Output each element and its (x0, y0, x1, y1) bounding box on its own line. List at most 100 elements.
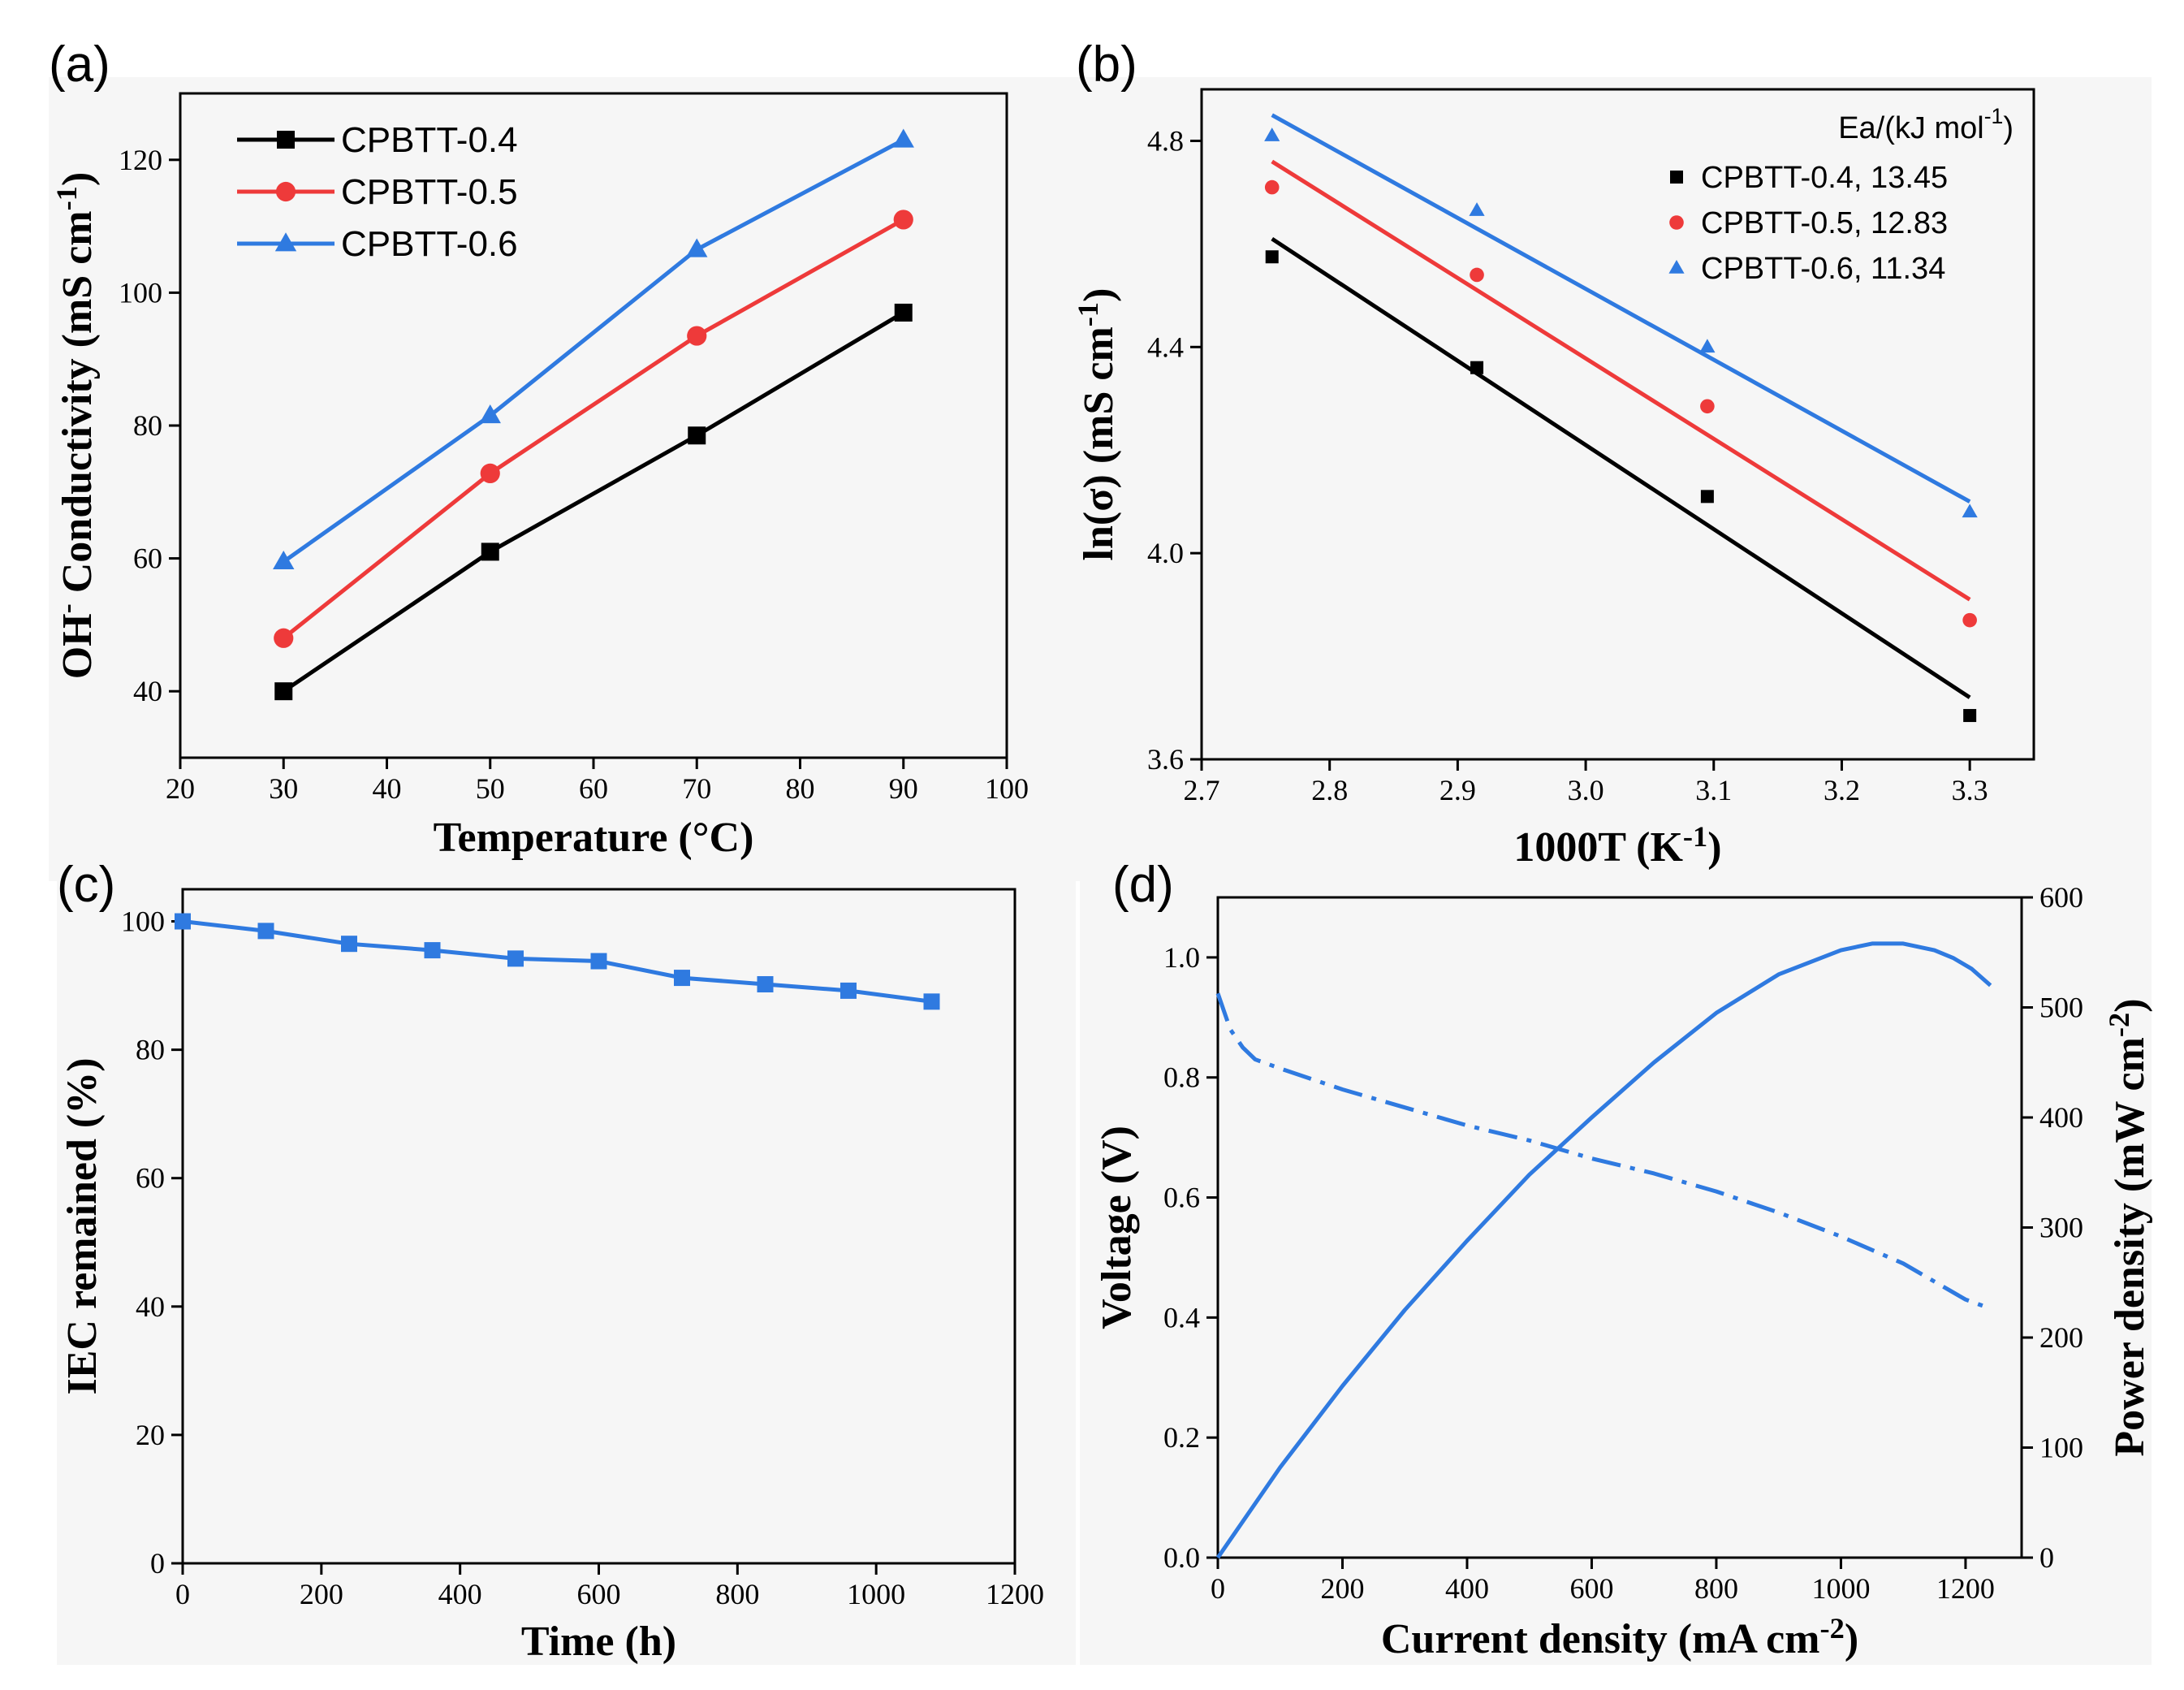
x-axis-label-part: Current density (mA cm (1381, 1616, 1820, 1662)
data-point (1469, 202, 1485, 216)
x-axis-label: 1000T (K-1) (1513, 820, 1721, 871)
y-axis-label-part: ln(σ) (mS cm (1076, 326, 1122, 560)
y-right-axis-label-part: Power density (mW cm (2107, 1037, 2153, 1457)
series-Power density (1215, 941, 1992, 1559)
y-axis-label-part: - (50, 603, 83, 613)
x-tick-label: 3.1 (1695, 774, 1732, 806)
panel-b: (b) 2.7 2.8 2.9 3.0 3.1 3.2 3.3 3.6 4.0 4.4 4.8 1000… (1072, 37, 2035, 871)
y-tick-label: 0 (150, 1547, 165, 1580)
x-tick-label: 20 (166, 772, 195, 805)
y-axis-label-part: Conductivity (mS cm (54, 210, 101, 603)
y-tick-label: 80 (136, 1034, 165, 1066)
y-tick-label: 100 (119, 276, 162, 309)
data-point (273, 550, 295, 570)
data-point (688, 426, 706, 445)
y-tick-label: 60 (136, 1162, 165, 1195)
panel-a-background (49, 77, 1076, 881)
data-point (757, 975, 774, 992)
data-point (1700, 490, 1714, 504)
x-tick-label: 400 (438, 1578, 482, 1610)
data-point (341, 936, 357, 953)
x-tick-label: 90 (889, 772, 918, 805)
x-tick-label: 600 (1569, 1572, 1613, 1605)
x-tick-label: 2.7 (1184, 774, 1220, 806)
y-axis-label-part: OH (54, 613, 101, 679)
x-tick-label: 2.8 (1311, 774, 1348, 806)
y-axis-label: Voltage (V) (1094, 1126, 1140, 1329)
data-point (1962, 612, 1977, 628)
legend-title-part: Ea/(kJ mol (1838, 111, 1983, 145)
data-point (507, 950, 524, 967)
x-tick-label: 40 (373, 772, 402, 805)
x-tick-label: 60 (579, 772, 608, 805)
y-right-tick-label: 300 (2039, 1212, 2083, 1244)
y-tick-label: 4.0 (1147, 537, 1184, 569)
x-axis-label: Current density (mA cm-2) (1381, 1612, 1858, 1662)
data-point (1963, 709, 1977, 723)
y-tick-label: 60 (133, 542, 162, 575)
x-tick-label: 50 (476, 772, 505, 805)
legend-label: CPBTT-0.5, 12.83 (1701, 206, 1948, 240)
legend-label: CPBTT-0.6, 11.34 (1701, 252, 1945, 286)
data-point (257, 923, 274, 940)
y-tick-label: 1.0 (1163, 941, 1200, 974)
legend-marker (1668, 260, 1685, 274)
data-point (481, 542, 499, 561)
series-CPBTT-0.4: CPBTT-0.4 (237, 120, 913, 701)
y-right-tick-label: 200 (2039, 1321, 2083, 1354)
series-CPBTT-0.6, 11.34: CPBTT-0.6, 11.34 (1264, 113, 1978, 518)
x-tick-label: 600 (577, 1578, 621, 1610)
series-line (282, 310, 905, 694)
panel-d-background (1080, 881, 2152, 1665)
y-tick-label: 120 (119, 144, 162, 176)
data-point (1699, 339, 1716, 353)
x-tick-label: 0 (175, 1578, 190, 1610)
x-tick-label: 800 (1694, 1572, 1738, 1605)
voltage-curve (1215, 992, 1992, 1311)
legend-label: CPBTT-0.6 (341, 224, 518, 264)
x-tick-label: 3.0 (1568, 774, 1604, 806)
y-tick-label: 40 (136, 1290, 165, 1323)
x-tick-label: 1000 (847, 1578, 905, 1610)
legend-marker (277, 131, 295, 149)
y-tick-label: 0.0 (1163, 1541, 1200, 1574)
data-point (893, 210, 913, 230)
x-tick-label: 1200 (1936, 1572, 1995, 1605)
data-point (1264, 128, 1280, 141)
legend-marker (275, 181, 296, 202)
data-point (1700, 399, 1715, 414)
x-tick-label: 80 (786, 772, 815, 805)
x-axis-label-part: 1000T (K (1513, 824, 1683, 871)
data-point (1265, 250, 1279, 264)
panel-b-background (1072, 77, 2152, 881)
series-IEC (175, 913, 940, 1010)
series-Voltage (1215, 992, 1992, 1311)
panel-label-a: (a) (49, 37, 110, 93)
series-CPBTT-0.5: CPBTT-0.5 (237, 172, 913, 648)
x-tick-label: 100 (985, 772, 1029, 805)
fit-line (1271, 113, 1971, 504)
panel-c-background (57, 881, 1076, 1665)
y-axis-label: ln(σ) (mS cm-1) (1072, 288, 1122, 561)
data-point (840, 982, 857, 999)
x-axis-label: Time (h) (521, 1619, 676, 1665)
panel-d: (d)0 200 400 600 800 1000 12000.00.20.40.60.81… (1094, 857, 2153, 1662)
power-density-curve (1215, 941, 1992, 1559)
data-point (480, 463, 500, 483)
plot-frame (1200, 88, 2035, 761)
y-right-tick-label: 100 (2039, 1432, 2083, 1464)
y-tick-label: 0.8 (1163, 1061, 1200, 1094)
y-right-tick-label: 0 (2039, 1541, 2054, 1574)
data-point (1470, 267, 1484, 283)
data-point (1962, 504, 1978, 518)
series-line (282, 138, 904, 564)
series-CPBTT-0.5, 12.83: CPBTT-0.5, 12.83 (1264, 159, 1977, 628)
series-CPBTT-0.6: CPBTT-0.6 (237, 128, 914, 570)
x-tick-label: 2.9 (1439, 774, 1476, 806)
y-tick-label: 80 (133, 409, 162, 442)
fit-line (1271, 159, 1971, 602)
y-axis-label-part: -1 (1072, 302, 1104, 326)
y-tick-label: 0.6 (1163, 1182, 1200, 1214)
y-tick-label: 4.8 (1147, 124, 1184, 157)
